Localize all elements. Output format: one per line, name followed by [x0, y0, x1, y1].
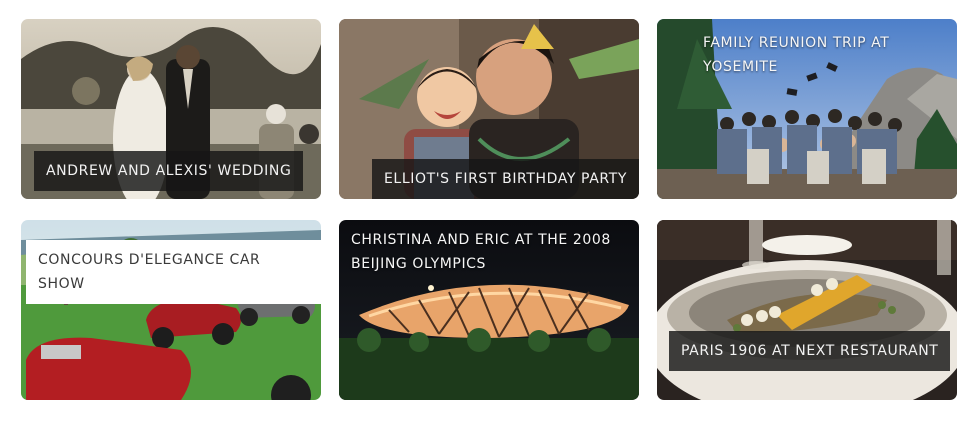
album-card-paris-1906[interactable]: PARIS 1906 AT NEXT RESTAURANT: [657, 220, 957, 400]
album-card-beijing-olympics[interactable]: CHRISTINA AND ERIC AT THE 2008 BEIJING O…: [339, 220, 639, 400]
yosemite-photo: [657, 19, 957, 199]
album-title: PARIS 1906 AT NEXT RESTAURANT: [669, 331, 951, 371]
album-card-wedding[interactable]: ANDREW AND ALEXIS' WEDDING: [21, 19, 321, 199]
album-card-yosemite[interactable]: FAMILY REUNION TRIP AT YOSEMITE: [657, 19, 957, 199]
album-title: CONCOURS D'ELEGANCE CAR SHOW: [26, 240, 321, 304]
album-title: ELLIOT'S FIRST BIRTHDAY PARTY: [371, 159, 639, 199]
album-title: CHRISTINA AND ERIC AT THE 2008 BEIJING O…: [351, 232, 611, 272]
olympics-stadium-photo: [339, 220, 639, 400]
album-card-car-show[interactable]: CONCOURS D'ELEGANCE CAR SHOW: [21, 220, 321, 400]
album-title: FAMILY REUNION TRIP AT YOSEMITE: [703, 35, 890, 75]
album-card-birthday[interactable]: ELLIOT'S FIRST BIRTHDAY PARTY: [339, 19, 639, 199]
album-title: ANDREW AND ALEXIS' WEDDING: [34, 151, 304, 191]
restaurant-dish-photo: [657, 220, 957, 400]
